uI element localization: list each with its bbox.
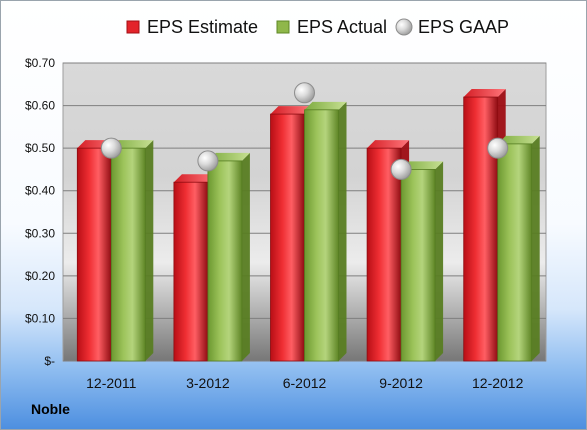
estimate-bar-top	[367, 140, 410, 149]
legend-gaap-label: EPS GAAP	[418, 17, 509, 37]
gaap-marker	[487, 137, 509, 159]
actual-bar	[400, 169, 436, 362]
x-category-label: 6-2012	[283, 375, 327, 391]
x-category-label: 12-2012	[472, 375, 524, 391]
legend-estimate-swatch	[126, 20, 140, 34]
gaap-marker	[100, 137, 122, 159]
actual-bar-side	[145, 140, 154, 361]
estimate-bar	[173, 181, 209, 362]
x-category-label: 3-2012	[186, 375, 230, 391]
y-tick-label: $0.60	[25, 99, 55, 113]
legend-actual-swatch	[276, 20, 290, 34]
actual-bar	[207, 160, 243, 362]
actual-bar	[497, 143, 533, 362]
actual-bar	[304, 109, 339, 362]
legend-estimate: EPS Estimate	[126, 17, 258, 37]
actual-bar-side	[241, 152, 250, 361]
actual-bar-top	[304, 101, 347, 110]
actual-bar-top	[497, 135, 540, 144]
y-tick-label: $0.10	[25, 311, 55, 325]
legend-actual-label: EPS Actual	[297, 17, 387, 37]
legend-actual: EPS Actual	[276, 17, 387, 37]
estimate-bar	[76, 147, 112, 362]
chart-legend: EPS Estimate EPS Actual EPS GAAP	[126, 17, 509, 37]
actual-bar-side	[531, 135, 540, 361]
actual-bar-side	[338, 101, 347, 361]
actual-bar-side	[435, 161, 444, 361]
legend-gaap: EPS GAAP	[395, 17, 509, 37]
plot-area: $- $0.10 $0.20 $0.30 $0.40 $0.50 $0.60 $0.70 12-…	[25, 56, 547, 391]
actual-bar-top	[401, 161, 444, 170]
actual-bar	[110, 147, 146, 362]
gaap-marker	[294, 82, 315, 104]
company-label: Noble	[31, 401, 70, 417]
legend-estimate-label: EPS Estimate	[147, 17, 258, 37]
actual-bar-top	[207, 152, 250, 161]
actual-bar-top	[111, 140, 154, 149]
estimate-bar-top	[463, 89, 506, 98]
estimate-bar	[463, 96, 499, 362]
estimate-bar-top	[173, 174, 216, 183]
gaap-marker	[390, 158, 412, 180]
y-tick-label: $0.40	[25, 184, 55, 198]
x-category-label: 9-2012	[379, 375, 423, 391]
estimate-bar	[366, 147, 402, 362]
x-category-label: 12-2011	[86, 375, 137, 391]
y-tick-label: $-	[44, 354, 55, 368]
y-tick-label: $0.50	[25, 141, 55, 155]
estimate-bar-top	[270, 106, 313, 115]
gaap-marker	[197, 150, 219, 172]
y-tick-label: $0.20	[25, 269, 55, 283]
legend-gaap-swatch	[395, 18, 413, 36]
y-tick-label: $0.30	[25, 226, 55, 240]
estimate-bar	[270, 113, 305, 362]
y-tick-label: $0.70	[25, 56, 55, 70]
